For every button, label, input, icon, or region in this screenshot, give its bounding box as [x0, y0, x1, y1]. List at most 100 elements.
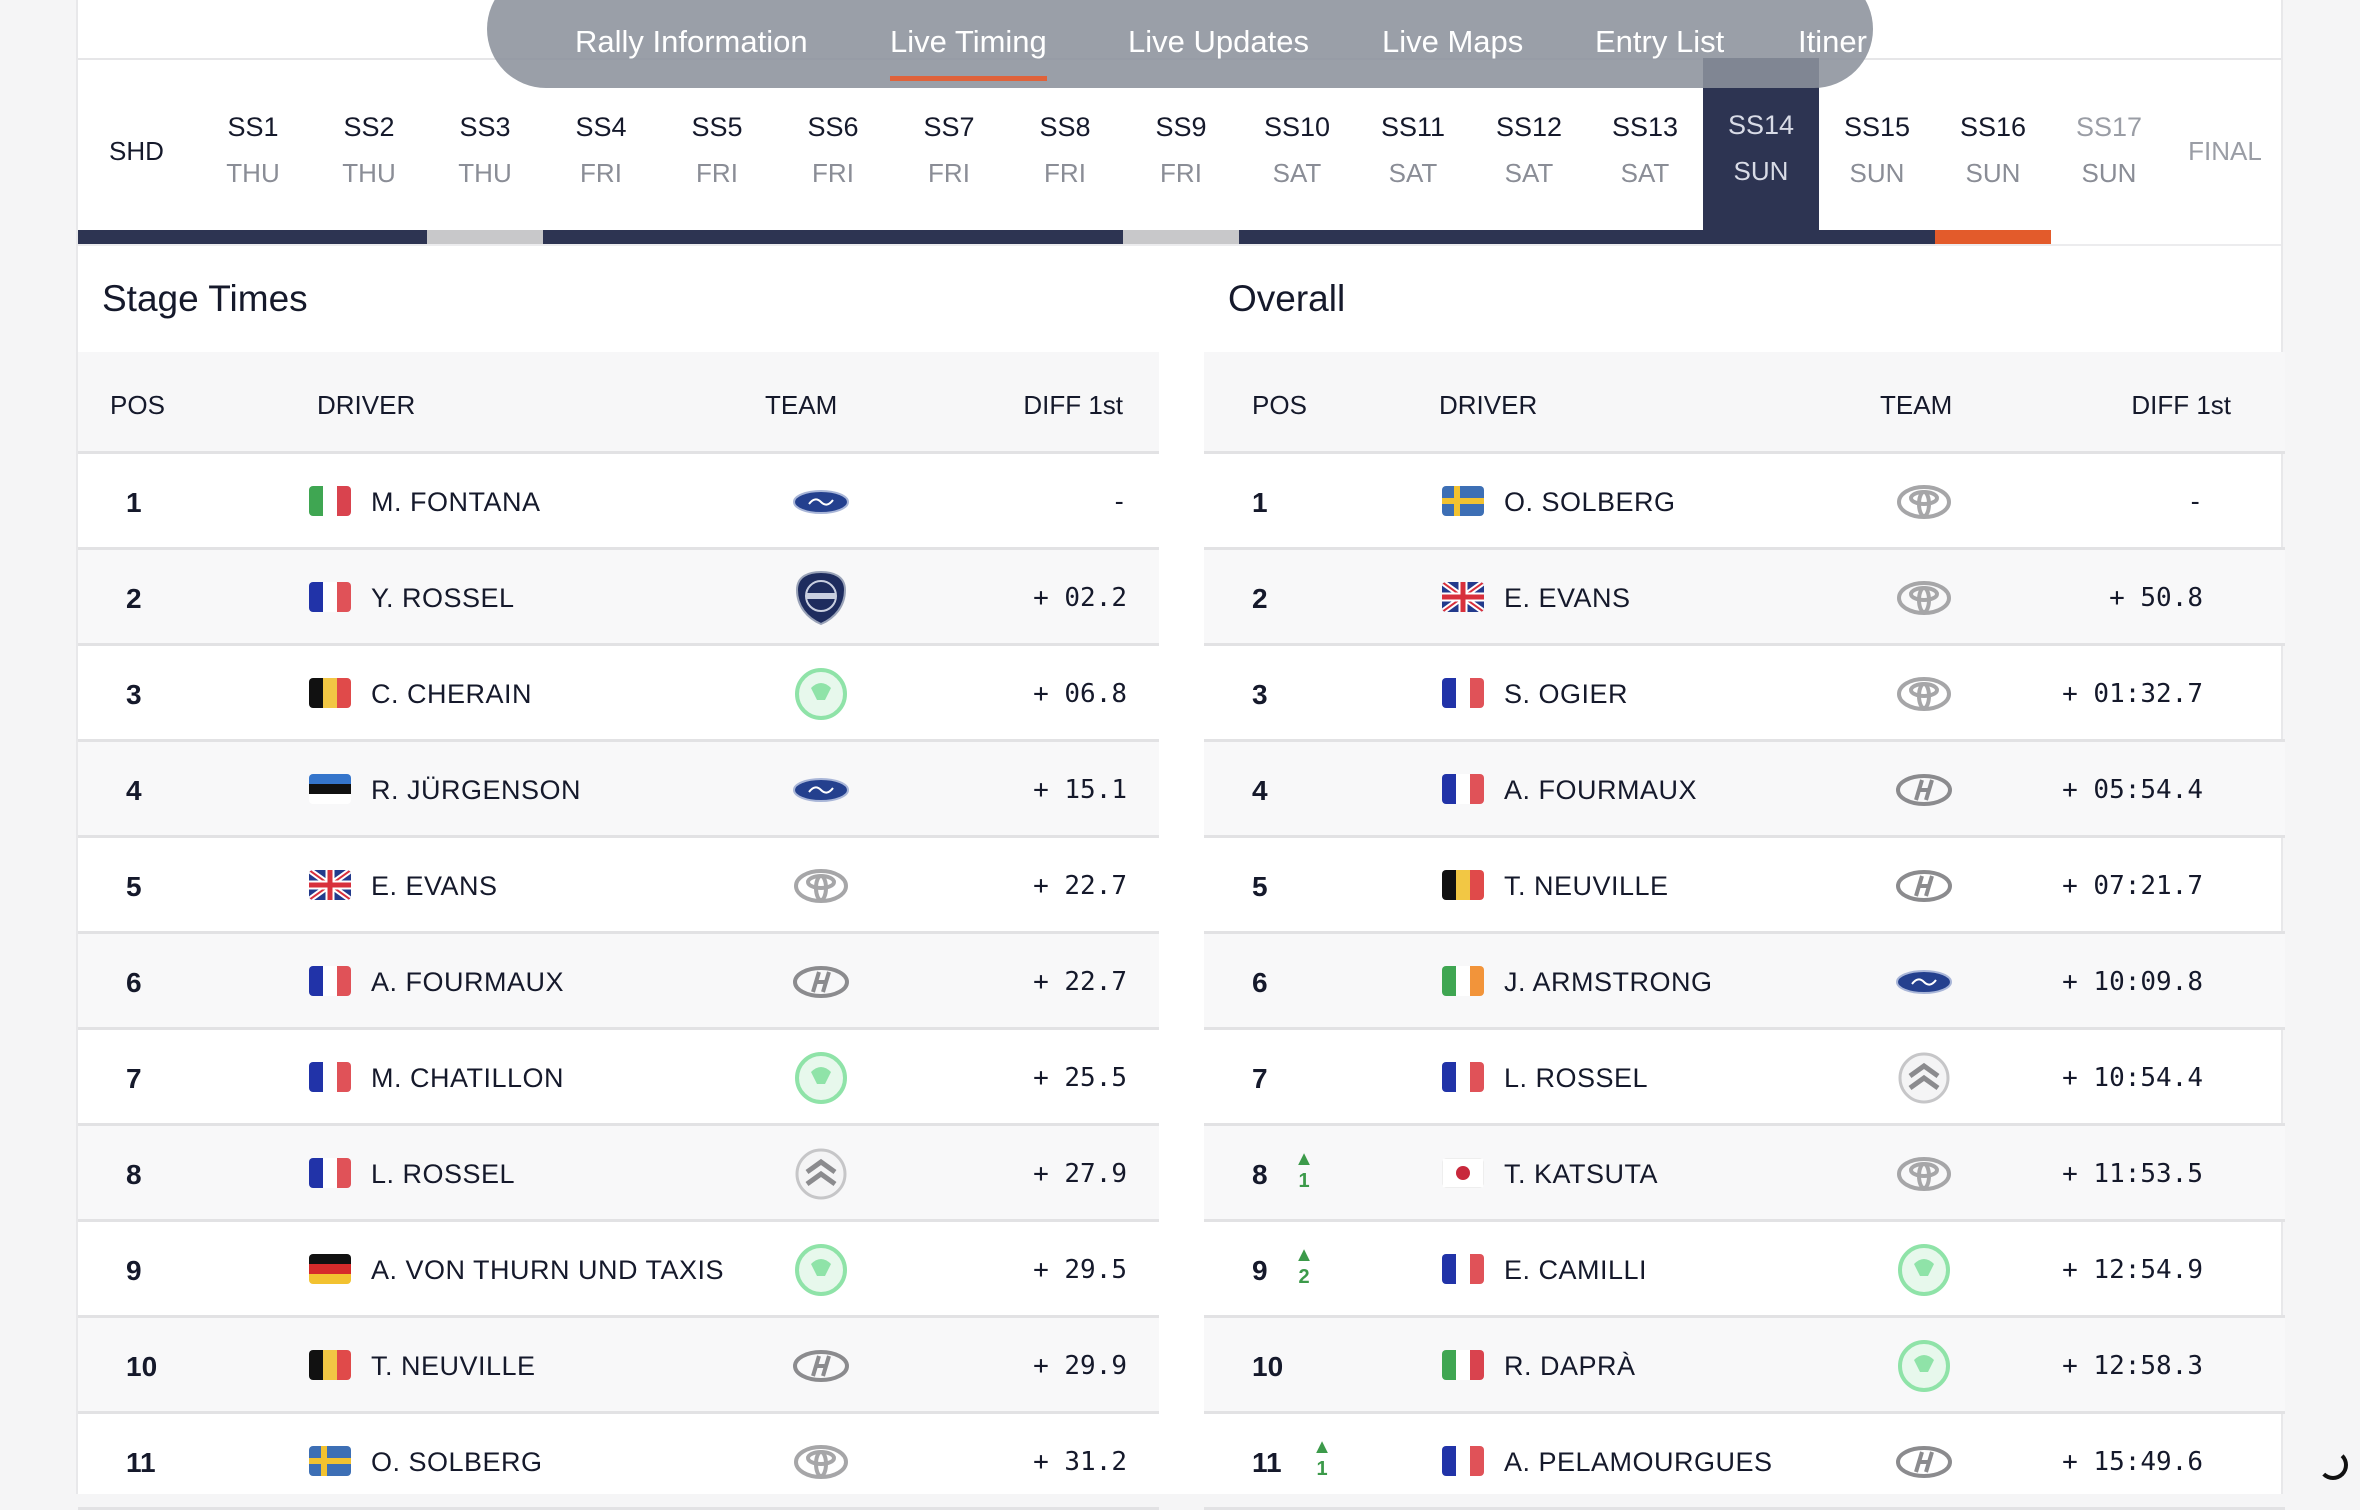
stage-tab-ss6[interactable]: SS6 FRI — [775, 60, 891, 244]
driver-name[interactable]: O. SOLBERG — [1504, 487, 1676, 517]
stage-day: SUN — [1965, 158, 2021, 188]
stage-times-title: Stage Times — [102, 278, 308, 319]
stage-tab-ss3[interactable]: SS3 THU — [427, 60, 543, 244]
position: 2 — [1252, 583, 1268, 614]
table-row[interactable]: 10 R. DAPRÀ + 12:58.3 — [1204, 1318, 2285, 1414]
driver-name[interactable]: E. EVANS — [1504, 583, 1631, 613]
table-row[interactable]: 6 J. ARMSTRONG + 10:09.8 — [1204, 934, 2285, 1030]
table-row[interactable]: 2 Y. ROSSEL + 02.2 — [78, 550, 1159, 646]
stage-tab-ss9[interactable]: SS9 FRI — [1123, 60, 1239, 244]
stage-label: FINAL — [2188, 136, 2262, 166]
flag-france-icon — [309, 1062, 351, 1092]
table-row[interactable]: 5 E. EVANS + 22.7 — [78, 838, 1159, 934]
flag-france-icon — [309, 966, 351, 996]
driver-name[interactable]: O. SOLBERG — [371, 1447, 543, 1477]
driver-name[interactable]: T. KATSUTA — [1504, 1159, 1659, 1189]
divider — [78, 244, 2281, 246]
nav-tab-live-updates[interactable]: Live Updates — [1128, 24, 1309, 59]
stage-progress-segment — [427, 230, 543, 244]
stage-progress-segment — [1239, 230, 1355, 244]
driver-name[interactable]: E. CAMILLI — [1504, 1255, 1648, 1285]
position-change: ▲ 2 — [1294, 1244, 1314, 1288]
flag-italy-icon — [1442, 1350, 1484, 1380]
driver-name[interactable]: T. NEUVILLE — [371, 1351, 536, 1381]
nav-tab-live-timing[interactable]: Live Timing — [890, 24, 1047, 81]
driver-name[interactable]: M. FONTANA — [371, 487, 541, 517]
stage-tab-ss11[interactable]: SS11 SAT — [1355, 60, 1471, 244]
position: 6 — [1252, 967, 1268, 998]
table-row[interactable]: 4 R. JÜRGENSON + 15.1 — [78, 742, 1159, 838]
driver-name[interactable]: C. CHERAIN — [371, 679, 533, 709]
diff-to-first: + 50.8 — [2109, 583, 2203, 613]
table-row[interactable]: 9 ▲ 2 E. CAMILLI + 12:54.9 — [1204, 1222, 2285, 1318]
flag-uk-icon — [1442, 582, 1484, 612]
nav-tab-entry-list[interactable]: Entry List — [1595, 24, 1725, 59]
driver-name[interactable]: L. ROSSEL — [1504, 1063, 1649, 1093]
table-row[interactable]: 7 L. ROSSEL + 10:54.4 — [1204, 1030, 2285, 1126]
table-row[interactable]: 5 T. NEUVILLE + 07:21.7 — [1204, 838, 2285, 934]
table-row[interactable]: 2 E. EVANS + 50.8 — [1204, 550, 2285, 646]
stage-tab-ss15[interactable]: SS15 SUN — [1819, 60, 1935, 244]
team-hyundai-logo-icon — [1894, 1434, 1954, 1490]
stage-day: SUN — [2081, 158, 2137, 188]
table-row[interactable]: 6 A. FOURMAUX + 22.7 — [78, 934, 1159, 1030]
stage-tab-final[interactable]: FINAL — [2167, 60, 2283, 244]
driver-name[interactable]: A. FOURMAUX — [1504, 775, 1698, 805]
table-row[interactable]: 1 O. SOLBERG - — [1204, 454, 2285, 550]
table-row[interactable]: 11 ▲ 1 A. PELAMOURGUES + 15:49.6 — [1204, 1414, 2285, 1510]
stage-times-panel: Stage Times POS DRIVER TEAM DIFF 1st 1 M.… — [78, 246, 1159, 1510]
stage-day: FRI — [812, 158, 854, 188]
stage-day: FRI — [928, 158, 970, 188]
position-change-value: 2 — [1298, 1266, 1310, 1288]
table-row[interactable]: 8 L. ROSSEL + 27.9 — [78, 1126, 1159, 1222]
stage-tab-ss2[interactable]: SS2 THU — [311, 60, 427, 244]
stage-tab-ss16[interactable]: SS16 SUN — [1935, 60, 2051, 244]
stage-tab-ss17[interactable]: SS17 SUN — [2051, 60, 2167, 244]
driver-name[interactable]: R. JÜRGENSON — [371, 775, 582, 805]
driver-name[interactable]: T. NEUVILLE — [1504, 871, 1669, 901]
table-row[interactable]: 9 A. VON THURN UND TAXIS + 29.5 — [78, 1222, 1159, 1318]
stage-tab-ss10[interactable]: SS10 SAT — [1239, 60, 1355, 244]
driver-name[interactable]: A. FOURMAUX — [371, 967, 565, 997]
stage-tab-ss5[interactable]: SS5 FRI — [659, 60, 775, 244]
header-driver: DRIVER — [1439, 390, 1538, 420]
nav-tab-live-maps[interactable]: Live Maps — [1382, 24, 1524, 59]
driver-name[interactable]: L. ROSSEL — [371, 1159, 516, 1189]
stage-tab-ss13[interactable]: SS13 SAT — [1587, 60, 1703, 244]
driver-name[interactable]: M. CHATILLON — [371, 1063, 565, 1093]
table-row[interactable]: 8 ▲ 1 T. KATSUTA + 11:53.5 — [1204, 1126, 2285, 1222]
table-row[interactable]: 3 C. CHERAIN + 06.8 — [78, 646, 1159, 742]
driver-name[interactable]: A. VON THURN UND TAXIS — [371, 1255, 725, 1285]
diff-to-first: + 10:54.4 — [2062, 1063, 2203, 1093]
team-skoda-logo-icon — [791, 666, 851, 722]
driver-name[interactable]: J. ARMSTRONG — [1504, 967, 1713, 997]
driver-name[interactable]: Y. ROSSEL — [371, 583, 515, 613]
nav-tab-itiner[interactable]: Itiner — [1798, 24, 1867, 59]
stage-tab-ss1[interactable]: SS1 THU — [195, 60, 311, 244]
table-row[interactable]: 4 A. FOURMAUX + 05:54.4 — [1204, 742, 2285, 838]
driver-name[interactable]: R. DAPRÀ — [1504, 1351, 1636, 1381]
stage-day: SAT — [1504, 158, 1554, 188]
stage-day: FRI — [580, 158, 622, 188]
table-row[interactable]: 10 T. NEUVILLE + 29.9 — [78, 1318, 1159, 1414]
position: 2 — [126, 583, 142, 614]
driver-name[interactable]: A. PELAMOURGUES — [1504, 1447, 1773, 1477]
table-row[interactable]: 1 M. FONTANA - — [78, 454, 1159, 550]
table-header: POS DRIVER TEAM DIFF 1st — [78, 352, 1159, 454]
stage-tab-ss7[interactable]: SS7 FRI — [891, 60, 1007, 244]
driver-name[interactable]: E. EVANS — [371, 871, 498, 901]
table-row[interactable]: 11 O. SOLBERG + 31.2 — [78, 1414, 1159, 1510]
table-row[interactable]: 3 S. OGIER + 01:32.7 — [1204, 646, 2285, 742]
nav-tab-rally-information[interactable]: Rally Information — [575, 24, 808, 59]
stage-progress-segment — [1703, 230, 1819, 244]
stage-label: SS12 — [1495, 112, 1563, 142]
driver-name[interactable]: S. OGIER — [1504, 679, 1629, 709]
stage-tab-ss4[interactable]: SS4 FRI — [543, 60, 659, 244]
team-hyundai-logo-icon — [791, 954, 851, 1010]
stage-tab-ss12[interactable]: SS12 SAT — [1471, 60, 1587, 244]
table-row[interactable]: 7 M. CHATILLON + 25.5 — [78, 1030, 1159, 1126]
team-citroen-logo-icon — [791, 1146, 851, 1202]
stage-tab-ss8[interactable]: SS8 FRI — [1007, 60, 1123, 244]
position: 6 — [126, 967, 142, 998]
stage-tab-shd[interactable]: SHD — [78, 60, 195, 244]
